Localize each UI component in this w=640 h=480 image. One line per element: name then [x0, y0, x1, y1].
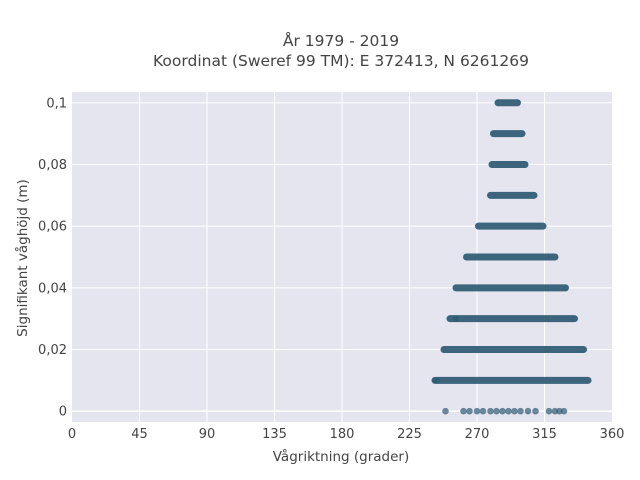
data-point [560, 407, 568, 415]
x-axis-label: Vågriktning (grader) [273, 448, 410, 465]
x-tick-label: 90 [199, 427, 216, 442]
data-point [524, 407, 532, 415]
x-tick-label: 270 [465, 427, 490, 442]
data-point [466, 407, 473, 415]
data-point [499, 407, 506, 415]
data-point [442, 407, 449, 415]
data-point [473, 407, 481, 415]
x-tick-label: 135 [262, 427, 287, 442]
x-tick-labels: 0 45 90 135 180 225 270 315 360 [68, 427, 625, 442]
y-tick-label: 0,1 [46, 96, 67, 111]
y-tick-labels: 0 0,02 0,04 0,06 0,08 0,1 [38, 96, 67, 419]
x-tick-label: 45 [131, 427, 148, 442]
x-tick-label: 360 [600, 427, 625, 442]
y-tick-label: 0,04 [38, 281, 67, 296]
data-point [545, 407, 553, 415]
data-point [452, 315, 460, 322]
data-point [511, 407, 518, 415]
x-tick-label: 180 [330, 427, 355, 442]
data-point [487, 407, 494, 415]
data-point [479, 407, 487, 415]
data-point [532, 407, 539, 415]
x-tick-label: 225 [397, 427, 422, 442]
chart-title: År 1979 - 2019 [283, 31, 399, 50]
y-tick-label: 0,08 [38, 158, 67, 173]
y-tick-label: 0,06 [38, 220, 67, 235]
y-axis-label: Signifikant våghöjd (m) [14, 179, 31, 337]
data-point [517, 407, 524, 415]
x-tick-label: 315 [532, 427, 557, 442]
data-point [505, 407, 512, 415]
chart-subtitle: Koordinat (Sweref 99 TM): E 372413, N 62… [153, 52, 529, 70]
data-point [493, 407, 500, 415]
markers [433, 315, 568, 415]
x-tick-label: 0 [68, 427, 76, 442]
data-point [433, 377, 440, 384]
marker-bands [431, 99, 592, 384]
data-point [460, 407, 467, 415]
y-tick-label: 0 [59, 405, 67, 420]
y-tick-label: 0,02 [38, 343, 67, 358]
